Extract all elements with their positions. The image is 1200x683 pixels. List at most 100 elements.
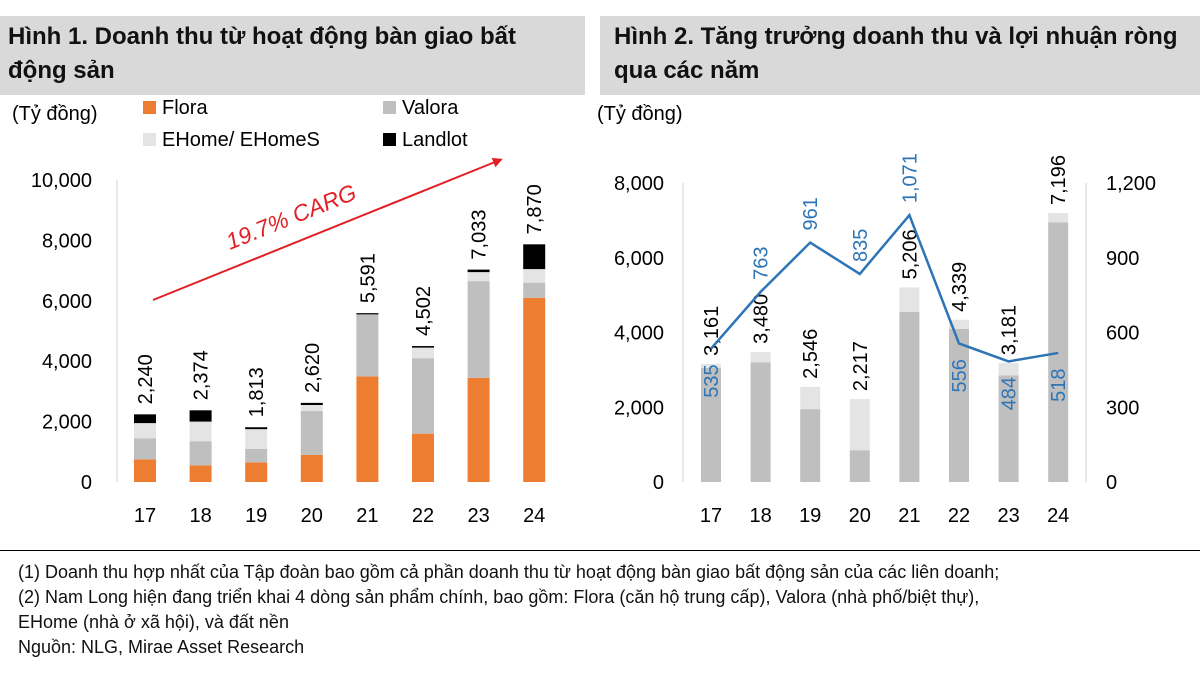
figure1-total-label: 7,033 [469,210,491,260]
figure1-bar-valora-23 [467,281,490,378]
figure2-bar-label: 5,206 [899,229,921,279]
figure2-bar-light-19 [800,386,821,410]
figure1-bar-valora-19 [245,448,268,463]
figure1-bar-valora-18 [189,441,212,466]
figure1-bar-flora-23 [467,377,490,482]
legend-swatch-landlot [383,133,396,146]
figure1-y-tick: 8,000 [42,230,92,252]
figure1-bar-ehome-ehomes-17 [134,423,156,439]
figure2-line-label: 484 [999,377,1021,410]
figure2-left-tick: 8,000 [614,173,664,195]
legend-swatch-flora [143,101,156,114]
figure1-y-tick: 2,000 [42,412,92,434]
source-note: Nguồn: NLG, Mirae Asset Research [18,637,305,657]
figure1-bar-ehome-ehomes-22 [412,347,434,359]
figure2-title: Hình 2. Tăng trưởng doanh thu và lợi nhu… [614,23,1178,84]
figure1-total-label: 5,591 [357,253,379,303]
figure2-line-label: 835 [850,229,872,262]
figure2-bar-dark-17 [701,368,721,482]
figure1-bar-valora-21 [356,314,379,377]
figure2-bar-light-22 [949,319,969,329]
figure1-x-tick: 22 [412,505,434,527]
figure1-bar-ehome-ehomes-19 [245,429,268,449]
figure1-bar-ehome-ehomes-18 [189,421,212,442]
legend-label-ehome: EHome/ EHomeS [162,129,320,151]
figure1-bar-flora-24 [523,297,546,482]
figure1-bar-landlot-19 [245,427,268,430]
figure1-bar-ehome-ehomes-23 [467,272,490,282]
figure1-title: Hình 1. Doanh thu từ hoạt động bàn giao … [8,23,516,84]
figure1-total-label: 2,620 [302,343,324,393]
figure1-title-bar: Hình 1. Doanh thu từ hoạt động bàn giao … [0,16,585,95]
figure2-bar-label: 2,217 [850,341,872,391]
figure1-x-tick: 23 [467,505,489,527]
figure2-right-tick: 300 [1106,397,1139,419]
figure1-total-label: 4,502 [413,286,435,336]
figure1-total-label: 2,240 [135,354,157,404]
footnote-1: (1) Doanh thu hợp nhất của Tập đoàn bao … [18,562,1000,582]
legend-swatch-valora [383,101,396,114]
figure2-right-tick: 0 [1106,472,1117,494]
figure2-left-tick: 6,000 [614,248,664,270]
figure1-bar-landlot-23 [467,269,490,273]
figure2-right-tick: 900 [1106,248,1139,270]
figure2-title-bar: Hình 2. Tăng trưởng doanh thu và lợi nhu… [600,16,1200,95]
figure1-y-tick: 4,000 [42,351,92,373]
legend-label-landlot: Landlot [402,129,468,151]
figure1-unit-label: (Tỷ đồng) [12,103,98,125]
figure1-bar-valora-20 [300,411,323,455]
figure1-bar-landlot-20 [300,402,323,405]
figure2-x-tick: 20 [849,505,871,527]
figure2-bar-label: 2,546 [800,329,822,379]
figure2-bar-label: 3,181 [999,305,1021,355]
figure2-bar-light-21 [899,287,920,312]
figure2-bar-label: 3,161 [701,306,723,356]
figure2-right-tick: 1,200 [1106,173,1156,195]
figure2-line-label: 518 [1048,369,1070,402]
figure2-bar-light-23 [998,363,1019,376]
figure2-bar-light-24 [1048,213,1069,223]
figure2-left-tick: 0 [653,472,664,494]
figure2-line-label: 535 [701,364,723,397]
figure1-bar-valora-24 [523,282,546,298]
figure1-bar-flora-19 [245,462,268,482]
figure2-x-tick: 21 [898,505,920,527]
figure2-bar-dark-23 [998,375,1019,482]
figure1-bar-flora-20 [300,454,323,482]
figure2-x-tick: 17 [700,505,722,527]
figure2-bar-dark-21 [899,311,920,482]
figure1-x-tick: 20 [301,505,323,527]
figure1-bar-flora-21 [356,376,379,482]
figure1-x-tick: 19 [245,505,267,527]
figure1-x-tick: 21 [356,505,378,527]
footnotes: (1) Doanh thu hợp nhất của Tập đoàn bao … [0,550,1200,660]
figure1-bar-flora-17 [134,459,156,482]
figure2-bar-light-18 [750,351,771,363]
figure2-line-label: 556 [949,359,971,392]
figure1-bar-landlot-24 [523,244,546,270]
figure1-y-tick: 6,000 [42,291,92,313]
figure1-bar-ehome-ehomes-24 [523,269,546,283]
footnote-2: (2) Nam Long hiện đang triển khai 4 dòng… [18,587,980,607]
figure2-bar-dark-22 [949,328,969,482]
figure2-bar-dark-19 [800,409,821,482]
figure2-x-tick: 19 [799,505,821,527]
figure1-bar-ehome-ehomes-20 [300,404,323,412]
figure2-bar-dark-18 [750,362,771,482]
figure2-left-tick: 2,000 [614,397,664,419]
figure2-line-label: 961 [800,197,822,230]
figure2-bar-label: 4,339 [949,262,971,312]
figure1-bar-landlot-18 [189,410,212,422]
figure2-line-label: 763 [751,247,773,280]
figure2-right-tick: 600 [1106,323,1139,345]
figure2-bar-label: 3,480 [751,294,773,344]
figure2-left-tick: 4,000 [614,323,664,345]
figure1-total-label: 1,813 [246,367,268,417]
figure2-bar-dark-20 [849,450,870,482]
figure1-legend: Flora Valora EHome/ EHomeS Landlot [143,97,468,151]
figure1-x-tick: 24 [523,505,545,527]
figure1-y-tick: 0 [81,472,92,494]
figure1-chart: 0 2,000 4,000 6,000 8,000 10,000 2,240 17 2,374 1… [31,170,546,527]
charts-canvas: (Tỷ đồng) Flora Valora EHome/ EHomeS Lan… [12,97,1156,527]
figure2-bar-light-17 [701,363,721,369]
